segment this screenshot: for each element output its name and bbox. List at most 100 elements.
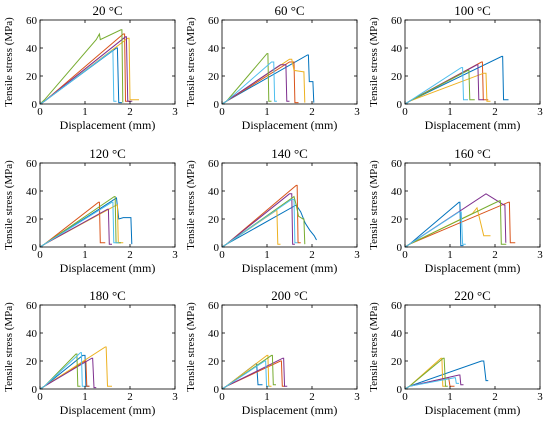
y-tick-label: 0 — [32, 242, 38, 254]
subplot-7: 200 °C 0 1 2 3 0 20 40 60 Displacement (mm) Tensil… — [185, 288, 360, 417]
y-tick-label: 20 — [391, 214, 403, 226]
axes-box — [404, 162, 541, 248]
y-axis-label: Tensile stress (MPa) — [3, 160, 15, 250]
series-line-5 — [39, 50, 117, 105]
y-tick-label: 40 — [26, 43, 38, 55]
series-line-3 — [39, 357, 97, 390]
x-tick-label: 3 — [537, 391, 543, 403]
y-tick-label: 20 — [391, 71, 403, 83]
subplot-8: 220 °C 0 1 2 3 0 20 40 60 Displacement (mm) Tensil… — [368, 288, 543, 417]
y-tick-label: 40 — [26, 186, 38, 198]
series-group — [404, 357, 489, 390]
subplot-0: 20 °C 0 1 2 3 0 20 40 60 Displacement (mm) Tensile… — [3, 3, 178, 132]
x-axis-label: Displacement (mm) — [60, 403, 156, 417]
x-tick-label: 2 — [127, 391, 133, 403]
series-line-5 — [404, 67, 468, 105]
subplot-2: 100 °C 0 1 2 3 0 20 40 60 Displacement (mm) Tensil… — [368, 3, 543, 132]
y-tick-label: 60 — [26, 300, 38, 312]
y-axis-label: Tensile stress (MPa) — [3, 17, 15, 107]
series-group — [221, 184, 317, 248]
x-axis-label: Displacement (mm) — [60, 261, 156, 275]
axes-box — [221, 19, 358, 105]
series-group — [221, 354, 288, 390]
x-tick-label: 1 — [264, 249, 270, 261]
y-axis-label: Tensile stress (MPa) — [368, 17, 380, 107]
subplot-title: 60 °C — [274, 3, 304, 18]
y-tick-label: 20 — [26, 71, 38, 83]
y-tick-label: 20 — [26, 214, 38, 226]
subplot-1: 60 °C 0 1 2 3 0 20 40 60 Displacement (mm) Tensile… — [185, 3, 360, 132]
subplot-4: 140 °C 0 1 2 3 0 20 40 60 Displacement (mm) Tensil… — [185, 146, 360, 275]
series-line-2 — [404, 72, 491, 105]
x-tick-label: 2 — [127, 106, 133, 118]
x-tick-label: 1 — [447, 249, 453, 261]
x-tick-label: 3 — [354, 249, 360, 261]
y-tick-label: 0 — [397, 99, 403, 111]
y-tick-label: 0 — [397, 384, 403, 396]
y-tick-label: 20 — [208, 71, 220, 83]
series-line-5 — [221, 198, 298, 248]
x-tick-label: 2 — [127, 249, 133, 261]
x-tick-label: 1 — [82, 391, 88, 403]
subplot-title: 180 °C — [89, 288, 126, 303]
series-line-0 — [221, 54, 315, 105]
x-axis-label: Displacement (mm) — [242, 403, 338, 417]
subplot-title: 200 °C — [271, 288, 308, 303]
subplot-title: 100 °C — [454, 3, 491, 18]
y-tick-label: 60 — [208, 300, 220, 312]
series-group — [39, 29, 139, 105]
x-tick-label: 3 — [354, 106, 360, 118]
y-tick-label: 0 — [214, 242, 220, 254]
x-tick-label: 3 — [354, 391, 360, 403]
series-line-2 — [39, 204, 124, 248]
subplot-6: 180 °C 0 1 2 3 0 20 40 60 Displacement (mm) Tensil… — [3, 288, 178, 417]
subplot-title: 220 °C — [454, 288, 491, 303]
y-tick-label: 60 — [26, 158, 38, 170]
subplot-5: 160 °C 0 1 2 3 0 20 40 60 Displacement (mm) Tensil… — [368, 146, 543, 275]
x-tick-label: 0 — [219, 106, 225, 118]
series-line-3 — [221, 193, 295, 248]
y-tick-label: 40 — [391, 328, 403, 340]
x-tick-label: 1 — [264, 391, 270, 403]
x-axis-label: Displacement (mm) — [425, 118, 521, 132]
y-tick-label: 20 — [391, 356, 403, 368]
axes-box — [404, 304, 541, 390]
x-axis-label: Displacement (mm) — [242, 261, 338, 275]
y-tick-label: 0 — [397, 242, 403, 254]
series-group — [404, 55, 509, 105]
axes-box — [221, 304, 358, 390]
series-group — [221, 53, 315, 105]
x-tick-label: 0 — [219, 249, 225, 261]
x-axis-label: Displacement (mm) — [60, 118, 156, 132]
y-tick-label: 20 — [208, 214, 220, 226]
axes-box — [39, 304, 176, 390]
y-tick-label: 40 — [26, 328, 38, 340]
series-line-5 — [404, 377, 459, 390]
x-tick-label: 3 — [537, 249, 543, 261]
y-tick-label: 60 — [208, 158, 220, 170]
axes-box — [404, 19, 541, 105]
x-tick-label: 3 — [537, 106, 543, 118]
x-tick-label: 0 — [37, 391, 43, 403]
axes-box — [221, 162, 358, 248]
y-axis-label: Tensile stress (MPa) — [368, 302, 380, 392]
series-line-2 — [221, 58, 306, 105]
y-tick-label: 60 — [391, 15, 403, 27]
y-tick-label: 60 — [391, 158, 403, 170]
x-tick-label: 1 — [447, 106, 453, 118]
y-tick-label: 0 — [32, 384, 38, 396]
series-line-4 — [39, 29, 124, 105]
x-tick-label: 2 — [492, 106, 498, 118]
subplot-3: 120 °C 0 1 2 3 0 20 40 60 Displacement (mm) Tensil… — [3, 146, 178, 275]
y-tick-label: 0 — [214, 384, 220, 396]
series-group — [39, 196, 133, 248]
x-tick-label: 3 — [172, 106, 178, 118]
y-tick-label: 0 — [214, 99, 220, 111]
y-tick-label: 40 — [208, 43, 220, 55]
x-tick-label: 0 — [37, 249, 43, 261]
x-axis-label: Displacement (mm) — [242, 118, 338, 132]
y-axis-label: Tensile stress (MPa) — [3, 302, 15, 392]
subplot-title: 120 °C — [89, 146, 126, 161]
